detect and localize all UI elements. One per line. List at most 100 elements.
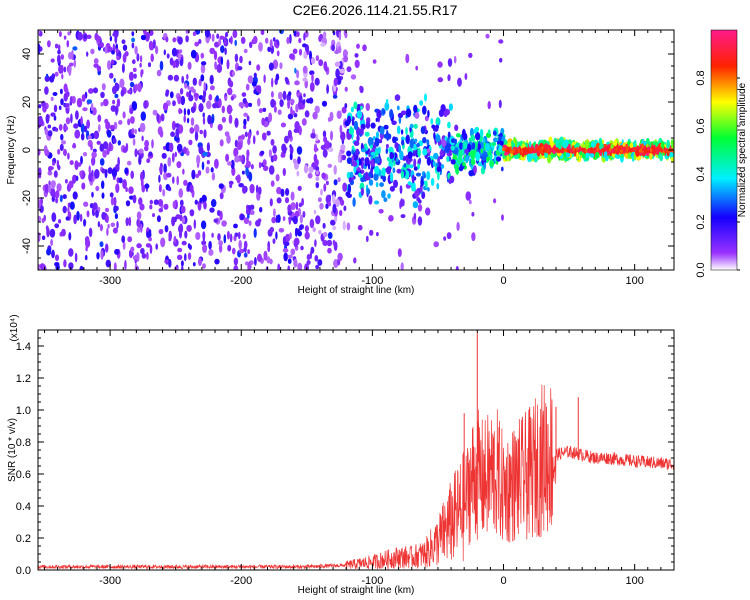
spectrogram-cell (208, 249, 214, 256)
spectrogram-cell (177, 95, 182, 105)
spectrogram-cell (629, 143, 633, 148)
spectrogram-cell (468, 52, 473, 59)
spectrogram-y-tick-label: -40 (21, 238, 33, 254)
spectrogram-cell (242, 233, 246, 240)
spectrogram-cell (74, 130, 80, 139)
spectrogram-cell (360, 187, 364, 196)
spectrogram-cell (74, 252, 78, 263)
spectrogram-cell (76, 97, 83, 108)
spectrogram-cell (426, 156, 432, 166)
spectrogram-cell (70, 113, 73, 124)
spectrogram-cell (333, 77, 338, 87)
spectrogram-cell (430, 118, 434, 125)
spectrogram-cell (401, 110, 407, 116)
spectrogram-cell (190, 106, 196, 113)
spectrogram-cell (122, 179, 127, 189)
spectrogram-cell (294, 121, 300, 131)
spectrogram-cell (65, 216, 70, 221)
spectrogram-cell (362, 44, 367, 52)
spectrogram-cell (187, 252, 192, 260)
spectrogram-cell (44, 183, 49, 194)
spectrogram-cell (499, 140, 504, 146)
spectrogram-cell (440, 164, 445, 169)
spectrogram-cell (332, 203, 337, 214)
snr-y-tick-label: 1.0 (16, 405, 31, 417)
spectrogram-cell (322, 130, 327, 138)
spectrogram-cell (160, 113, 165, 122)
spectrogram-cell (401, 139, 405, 146)
spectrogram-cell (85, 238, 91, 248)
spectrogram-cell (209, 74, 214, 85)
spectrogram-cell (209, 47, 215, 55)
spectrogram-cell (111, 168, 118, 178)
spectrogram-cell (122, 44, 128, 51)
spectrogram-cell (295, 227, 298, 237)
spectrogram-cell (208, 240, 212, 250)
spectrogram-cell (137, 219, 141, 228)
spectrogram-cell (370, 166, 373, 175)
spectrogram-cell (152, 39, 156, 49)
spectrogram-cell (92, 87, 99, 94)
spectrogram-cell (256, 130, 259, 136)
spectrogram-cell (198, 78, 202, 87)
spectrogram-cell (248, 60, 252, 66)
spectrogram-cell (113, 262, 117, 270)
spectrogram-cell (332, 94, 338, 99)
spectrogram-cell (374, 165, 380, 175)
spectrogram-cell (200, 63, 206, 74)
spectrogram-cell (283, 145, 287, 155)
spectrogram-cell (473, 128, 478, 134)
spectrogram-cell (51, 73, 56, 80)
spectrogram-cell (387, 193, 391, 199)
spectrogram-cell (206, 142, 210, 152)
spectrogram-y-tick-label: 0 (21, 147, 33, 153)
spectrogram-cell (136, 53, 140, 62)
spectrogram-cell (51, 212, 57, 223)
spectrogram-cell (298, 125, 302, 136)
spectrogram-cell (175, 214, 181, 220)
spectrogram-cell (372, 136, 376, 141)
spectrogram-cell (190, 49, 197, 59)
spectrogram-cell (280, 122, 286, 128)
spectrogram-cell (168, 237, 172, 242)
spectrogram-cell (443, 236, 447, 241)
spectrogram-cell (304, 225, 309, 233)
spectrogram-cell (230, 35, 233, 45)
spectrogram-cell (105, 214, 109, 224)
spectrogram-cell (290, 191, 295, 201)
spectrogram-cell (298, 202, 303, 208)
spectrogram-cell (322, 222, 326, 229)
spectrogram-cell (258, 186, 262, 195)
spectrogram-cell (330, 130, 333, 141)
spectrogram-cell (343, 205, 347, 212)
spectrogram-cell (58, 31, 62, 37)
spectrogram-cell (349, 171, 354, 178)
spectrogram-cell (44, 149, 50, 157)
spectrogram-cell (293, 128, 299, 133)
spectrogram-cell (386, 99, 389, 104)
spectrogram-cell (167, 186, 172, 192)
spectrogram-cell (117, 140, 122, 146)
spectrogram-cell (187, 243, 191, 249)
spectrogram-cell (315, 133, 319, 142)
spectrogram-cell (293, 258, 298, 268)
spectrogram-cell (302, 211, 306, 218)
spectrogram-cell (296, 146, 303, 155)
spectrogram-cell (116, 98, 121, 107)
spectrogram-cell (483, 161, 487, 170)
spectrogram-cell (437, 61, 443, 68)
spectrogram-cell (155, 45, 159, 55)
spectrogram-cell (112, 138, 117, 144)
spectrogram-cell (430, 177, 435, 187)
spectrogram-cell (447, 58, 453, 67)
spectrogram-cell (73, 59, 77, 68)
spectrogram-cell (240, 134, 245, 140)
spectrogram-cell (200, 74, 205, 82)
spectrogram-cell (450, 145, 455, 151)
spectrogram-cell (99, 143, 105, 152)
spectrogram-cell (178, 188, 184, 198)
spectrogram-cell (303, 93, 306, 98)
spectrogram-cell (352, 197, 356, 207)
